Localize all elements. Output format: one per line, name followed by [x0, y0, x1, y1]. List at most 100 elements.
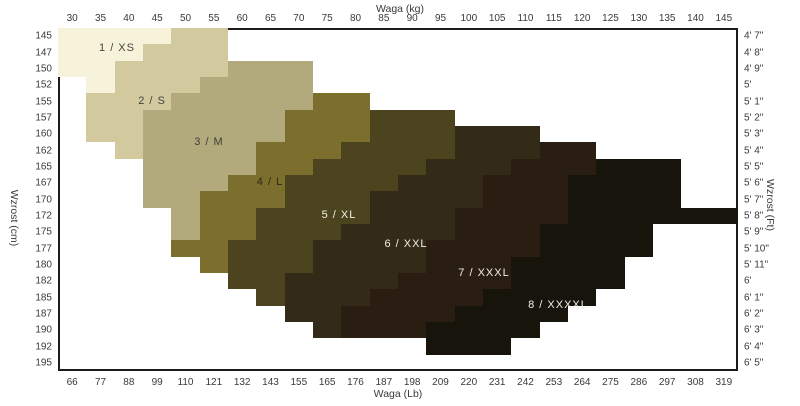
right-tick-label: 6' 5": [744, 357, 764, 369]
bottom-tick-label: 88: [123, 377, 135, 388]
size-region-4l: [284, 109, 370, 126]
right-tick-label: 6' 3": [744, 324, 764, 336]
bottom-tick-label: 198: [403, 377, 421, 388]
size-region-6xxl: [284, 305, 342, 322]
size-label-7xxxl: 7 / XXXL: [458, 267, 510, 279]
size-region-8xxxxl: [568, 191, 682, 208]
top-tick-label: 125: [602, 13, 619, 24]
size-region-6xxl: [313, 240, 427, 257]
bottom-tick-label: 275: [602, 377, 619, 388]
top-tick-label: 140: [687, 13, 704, 24]
right-tick-label: 5' 1": [744, 96, 764, 107]
size-region-7xxxl: [483, 175, 568, 192]
bottom-tick-label: 143: [262, 377, 279, 388]
top-tick-label: 95: [434, 13, 447, 24]
left-tick-label: 195: [35, 357, 52, 369]
size-region-3m: [143, 126, 285, 143]
top-tick-label: 145: [715, 13, 733, 24]
size-region-1xs: [58, 28, 172, 45]
chart-plot-area: 1 / XS 2 / S 3 / M 4 / L 5 / XL 6 / XXL 7 / XX…: [58, 28, 738, 371]
bottom-tick-label: 220: [460, 377, 478, 388]
left-tick-label: 187: [35, 308, 52, 320]
left-tick-label: 165: [35, 161, 52, 173]
right-tick-label: 4' 8": [744, 47, 764, 58]
bottom-tick-label: 110: [177, 377, 194, 388]
size-region-6xxl: [313, 256, 427, 273]
bottom-tick-label: 77: [94, 377, 107, 388]
bottom-tick-label: 155: [290, 377, 308, 388]
size-region-5xl: [228, 256, 313, 273]
left-tick-label: 172: [35, 210, 52, 222]
right-tick-label: 5' 7": [744, 194, 764, 205]
size-region-4l: [171, 240, 228, 257]
size-region-5xl: [284, 191, 370, 208]
size-region-3m: [228, 60, 313, 77]
size-region-7xxxl: [341, 305, 455, 322]
size-region-4l: [284, 126, 370, 143]
bottom-tick-label: 242: [517, 377, 534, 388]
size-region-3m: [171, 224, 200, 241]
left-tick-label: 167: [35, 177, 52, 189]
right-tick-label: 5' 9": [744, 226, 764, 238]
top-tick-label: 105: [488, 13, 506, 24]
size-region-1xs: [58, 44, 143, 61]
size-region-5xl: [256, 289, 285, 306]
bottom-tick-label: 66: [66, 377, 78, 388]
top-tick-label: 130: [630, 13, 648, 24]
bottom-tick-label: 297: [658, 377, 676, 388]
top-tick-label: 110: [517, 13, 534, 24]
size-region-4l: [313, 93, 370, 110]
bottom-tick-label: 132: [233, 377, 251, 388]
size-region-7xxxl: [539, 142, 597, 159]
size-region-3m: [143, 175, 228, 192]
right-tick-label: 5' 2": [744, 112, 764, 124]
left-tick-label: 185: [35, 292, 52, 303]
size-region-6xxl: [398, 175, 483, 192]
left-tick-label: 170: [35, 194, 52, 205]
size-region-3m: [143, 142, 257, 159]
right-tick-label: 6' 2": [744, 308, 764, 320]
bottom-tick-label: 99: [151, 377, 163, 388]
right-tick-label: 5' 10": [744, 243, 769, 254]
size-label-1xs: 1 / XS: [99, 42, 135, 54]
size-region-2s: [114, 60, 228, 77]
left-tick-label: 150: [35, 63, 52, 75]
size-label-3m: 3 / M: [194, 136, 224, 148]
top-tick-label: 45: [151, 13, 163, 24]
top-tick-label: 65: [264, 13, 277, 24]
left-tick-label: 160: [35, 128, 52, 140]
size-region-6xxl: [341, 224, 455, 241]
size-region-3m: [171, 207, 200, 224]
top-tick-label: 80: [349, 13, 362, 24]
left-tick-label: 177: [35, 243, 52, 254]
top-tick-label: 70: [293, 13, 305, 24]
size-region-6xxl: [426, 158, 512, 175]
size-region-8xxxxl: [426, 338, 512, 355]
top-tick-label: 60: [236, 13, 248, 24]
bottom-tick-label: 209: [432, 377, 449, 388]
top-tick-label: 55: [208, 13, 220, 24]
top-tick-label: 100: [460, 13, 478, 24]
size-region-3m: [171, 93, 313, 110]
size-region-6xxl: [454, 142, 540, 159]
left-tick-label: 175: [35, 226, 52, 238]
size-region-8xxxxl: [539, 240, 653, 257]
top-tick-label: 115: [545, 13, 562, 24]
size-region-3m: [143, 109, 285, 126]
right-tick-label: 5': [744, 79, 752, 91]
bottom-tick-label: 286: [630, 377, 648, 388]
size-region-2s: [114, 77, 200, 94]
size-region-5xl: [313, 158, 427, 175]
bottom-tick-label: 176: [347, 377, 364, 388]
left-tick-label: 190: [35, 324, 52, 336]
right-tick-label: 5' 3": [744, 128, 764, 140]
size-region-8xxxxl: [511, 256, 625, 273]
left-tick-label: 192: [35, 341, 52, 352]
size-region-3m: [143, 191, 200, 208]
left-tick-label: 152: [35, 79, 52, 91]
size-region-1xs: [86, 77, 115, 94]
size-region-8xxxxl: [426, 322, 540, 339]
top-tick-label: 90: [406, 13, 418, 24]
size-label-2s: 2 / S: [138, 95, 166, 107]
size-region-6xxl: [369, 191, 483, 208]
